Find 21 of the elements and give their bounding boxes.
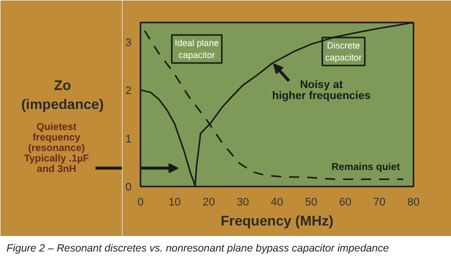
caption: Figure 2 – Resonant discretes vs. nonresonant plane bypass capacitor impedance [6,242,389,254]
y-axis-title: Zo (impedance) [21,76,104,112]
series-label: Discrete capacitor [325,40,362,62]
y-tick-label: 0 [125,182,132,194]
y-tick-label: 3 [125,36,132,49]
x-tick-label: 60 [339,196,352,208]
x-tick-label: 10 [168,196,181,208]
annotation: Noisy at higher frequencies [272,79,371,102]
x-tick-label: 40 [270,196,284,208]
series-label: Ideal plane capacitor [174,38,219,60]
x-tick-label: 80 [407,196,420,208]
x-tick-label: 30 [236,196,250,208]
y-tick-label: 2 [125,85,132,98]
x-axis-title: Frequency (MHz) [220,212,334,228]
x-tick-label: 50 [305,196,318,208]
annotation: Remains quiet [332,162,401,174]
x-tick-label: 70 [373,196,386,208]
x-tick-label: 20 [202,196,215,208]
text: Quietest frequency (resonance) Typically .1µF and 3nH [24,122,90,175]
x-tick-label: 0 [137,196,144,208]
y-tick-label: 1 [125,133,132,146]
